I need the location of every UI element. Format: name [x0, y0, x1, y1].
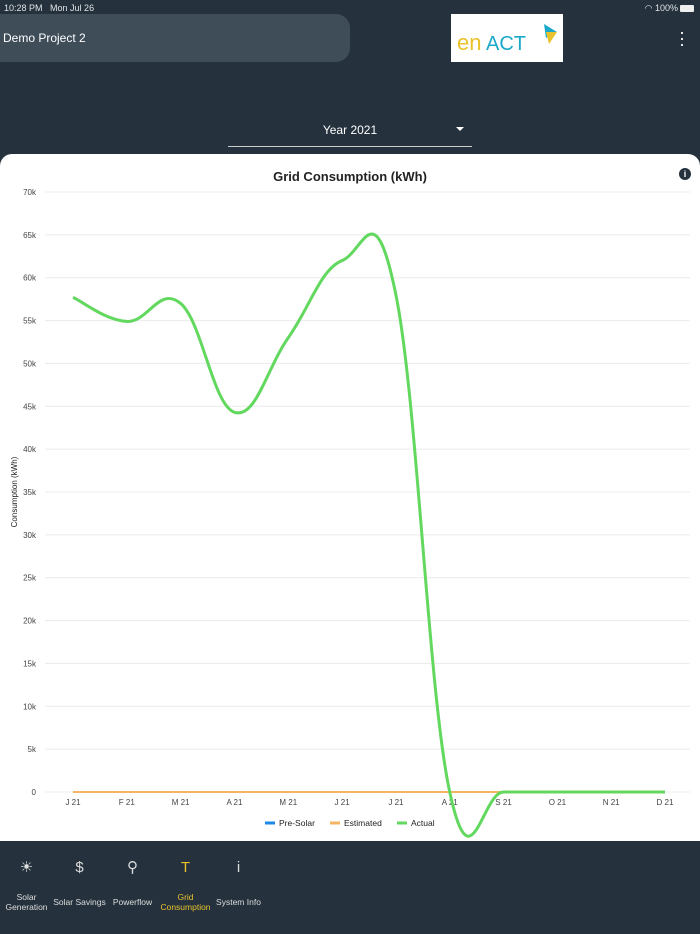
y-tick-label: 35k [23, 488, 37, 497]
x-tick-label: J 21 [65, 798, 81, 807]
x-tick-label: S 21 [495, 798, 512, 807]
powerflow-icon: ⚲ [127, 859, 138, 876]
project-selector[interactable]: Demo Project 2 [0, 14, 350, 62]
solar-savings-icon: $ [75, 859, 84, 876]
enact-logo: en ACT [451, 14, 563, 62]
grid-consumption-icon: T [180, 859, 191, 876]
battery-percent: 100% [654, 3, 678, 13]
x-tick-label: M 21 [172, 798, 190, 807]
nav-label: Powerflow [112, 897, 153, 907]
y-tick-label: 30k [23, 531, 37, 540]
legend-label[interactable]: Pre-Solar [279, 818, 315, 828]
x-tick-label: D 21 [657, 798, 674, 807]
info-icon[interactable]: i [679, 168, 691, 180]
y-tick-label: 5k [28, 745, 37, 754]
nav-item-powerflow[interactable]: ⚲ Powerflow [106, 850, 159, 914]
chevron-down-icon [456, 127, 464, 131]
y-axis-label: Consumption (kWh) [10, 456, 19, 527]
nav-label: System Info [216, 897, 261, 907]
grid-consumption-chart: 0 5k 10k 15k 20k 25k 30k 35k 40k 45k 50k 55k 60k 65k 7… [10, 188, 690, 838]
status-bar: 10:28 PM Mon Jul 26 ◠ 100% [0, 0, 700, 14]
project-name: Demo Project 2 [3, 31, 86, 45]
x-tick-label: F 21 [119, 798, 136, 807]
battery-icon [680, 5, 694, 13]
solar-generation-icon: ☀ [19, 859, 34, 876]
y-tick-label: 15k [23, 659, 37, 668]
bottom-nav: ☀ Solar Generation $ Solar Savings ⚲ Powerflo… [0, 850, 265, 914]
status-time: 10:28 PM [4, 3, 43, 13]
x-tick-label: A 21 [442, 798, 459, 807]
chart-card: Grid Consumption (kWh) i 0 5k 10k 15k 20k 25k… [0, 154, 700, 841]
x-tick-label: J 21 [335, 798, 351, 807]
status-date: Mon Jul 26 [50, 3, 95, 13]
nav-item-system-info[interactable]: i System Info [212, 850, 265, 914]
system-info-icon: i [236, 859, 241, 876]
svg-text:ACT: ACT [486, 33, 526, 55]
nav-item-solar-generation[interactable]: ☀ Solar Generation [0, 850, 53, 914]
chart-title: Grid Consumption (kWh) [273, 169, 427, 184]
legend-label[interactable]: Actual [411, 818, 435, 828]
x-tick-label: A 21 [226, 798, 243, 807]
x-tick-label: N 21 [603, 798, 620, 807]
y-tick-label: 70k [23, 188, 37, 197]
x-tick-label: J 21 [388, 798, 404, 807]
more-menu-icon[interactable]: · · · [679, 22, 685, 54]
nav-item-grid-consumption[interactable]: T Grid Consumption [159, 850, 212, 914]
wifi-icon: ◠ [644, 3, 653, 13]
nav-item-solar-savings[interactable]: $ Solar Savings [53, 850, 106, 914]
y-tick-label: 10k [23, 702, 37, 711]
y-tick-label: 45k [23, 402, 37, 411]
x-tick-label: M 21 [279, 798, 297, 807]
nav-label: Solar Savings [53, 897, 106, 907]
y-tick-label: 50k [23, 359, 37, 368]
legend-label[interactable]: Estimated [344, 818, 382, 828]
y-tick-label: 65k [23, 231, 37, 240]
x-tick-label: O 21 [549, 798, 567, 807]
svg-text:en: en [457, 30, 481, 55]
y-tick-label: 60k [23, 274, 37, 283]
series-line-actual [72, 232, 665, 838]
nav-label: Solar Generation [5, 892, 48, 912]
y-tick-label: 55k [23, 317, 37, 326]
year-dropdown[interactable]: Year 2021 [228, 114, 472, 147]
y-tick-label: 0 [32, 788, 37, 797]
y-tick-label: 25k [23, 574, 37, 583]
y-tick-label: 20k [23, 617, 37, 626]
year-value: Year 2021 [322, 123, 378, 137]
y-tick-label: 40k [23, 445, 37, 454]
nav-label: Grid Consumption [160, 892, 211, 912]
